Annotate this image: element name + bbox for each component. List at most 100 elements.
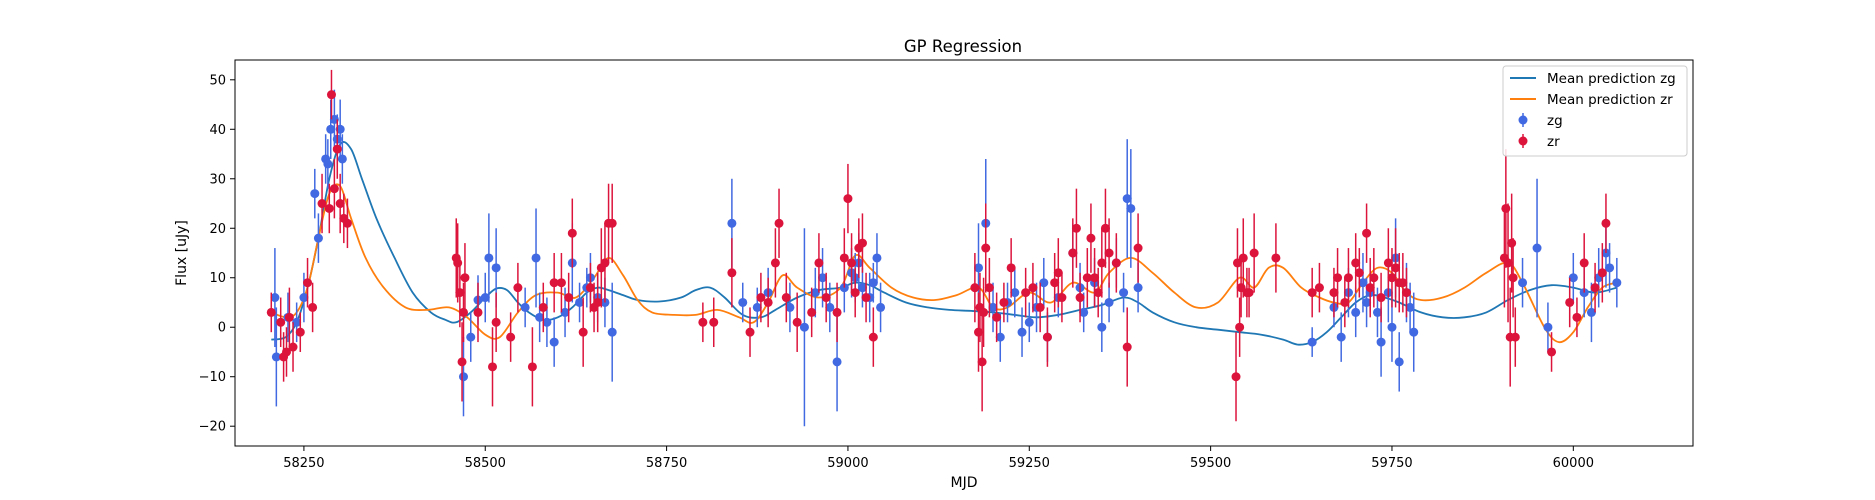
- data-point-zr: [1075, 293, 1085, 303]
- data-point-zr: [839, 253, 849, 263]
- x-tick-label: 59750: [1371, 456, 1412, 471]
- data-point-zr: [1111, 258, 1121, 268]
- data-point-zg: [542, 317, 552, 327]
- data-point-zr: [1369, 273, 1379, 283]
- data-point-zr: [770, 258, 780, 268]
- data-point-zr: [792, 317, 802, 327]
- data-point-zr: [457, 357, 467, 367]
- data-point-zr: [1547, 347, 1557, 357]
- data-point-zg: [727, 218, 737, 228]
- data-point-zg: [988, 302, 998, 312]
- data-point-zg: [1126, 203, 1136, 213]
- data-point-zg: [491, 263, 501, 273]
- data-point-zg: [1097, 322, 1107, 332]
- data-point-zg: [484, 253, 494, 263]
- data-point-zg: [832, 357, 842, 367]
- data-point-zr: [1042, 332, 1052, 342]
- data-point-zr: [455, 288, 465, 298]
- data-point-zg: [1387, 322, 1397, 332]
- data-point-zr: [332, 144, 342, 154]
- data-point-zr: [1597, 268, 1607, 278]
- data-point-zg: [1039, 278, 1049, 288]
- x-tick-label: 58750: [646, 456, 687, 471]
- data-point-zr: [1097, 258, 1107, 268]
- data-point-zr: [1354, 268, 1364, 278]
- data-point-zg: [995, 332, 1005, 342]
- x-tick-label: 60000: [1553, 456, 1594, 471]
- data-point-zr: [607, 218, 617, 228]
- data-point-zr: [266, 307, 276, 317]
- data-point-zg: [825, 302, 835, 312]
- data-point-zr: [1028, 283, 1038, 293]
- data-point-zg: [1543, 322, 1553, 332]
- data-point-zg: [292, 317, 302, 327]
- data-point-zr: [1271, 253, 1281, 263]
- data-point-zr: [850, 288, 860, 298]
- data-point-zr: [1391, 263, 1401, 273]
- data-point-zr: [1086, 233, 1096, 243]
- data-point-zr: [698, 317, 708, 327]
- data-point-zg: [738, 297, 748, 307]
- data-point-zr: [282, 347, 292, 357]
- data-point-zr: [1235, 322, 1245, 332]
- data-point-zr: [284, 312, 294, 322]
- data-point-zr: [342, 218, 352, 228]
- data-point-zr: [1050, 278, 1060, 288]
- data-point-zr: [1307, 288, 1317, 298]
- data-point-zr: [488, 362, 498, 372]
- data-point-zg: [974, 263, 984, 273]
- data-point-zr: [567, 228, 577, 238]
- data-point-zr: [1314, 283, 1324, 293]
- data-point-zg: [1405, 302, 1415, 312]
- data-point-zg: [876, 302, 886, 312]
- data-point-zr: [821, 293, 831, 303]
- plot-area: [234, 59, 1694, 447]
- data-point-zg: [868, 278, 878, 288]
- data-point-zr: [473, 307, 483, 317]
- data-point-zg: [520, 302, 530, 312]
- data-point-zr: [756, 293, 766, 303]
- data-point-zr: [593, 297, 603, 307]
- data-point-zr: [1507, 238, 1517, 248]
- data-point-zr: [868, 332, 878, 342]
- y-tick-label: 40: [209, 123, 226, 138]
- data-point-zr: [1231, 372, 1241, 382]
- data-point-zg: [535, 312, 545, 322]
- data-point-zg: [480, 293, 490, 303]
- data-point-zr: [992, 312, 1002, 322]
- data-point-zr: [288, 342, 298, 352]
- data-point-zg: [1605, 263, 1615, 273]
- data-point-zg: [549, 337, 559, 347]
- data-point-zg: [1376, 337, 1386, 347]
- data-point-zg: [1024, 317, 1034, 327]
- data-point-zr: [1387, 273, 1397, 283]
- data-point-zg: [1568, 273, 1578, 283]
- data-point-zr: [1501, 203, 1511, 213]
- y-tick-label: 20: [209, 222, 226, 237]
- data-point-zr: [745, 327, 755, 337]
- data-point-zr: [549, 278, 559, 288]
- data-point-zg: [1372, 307, 1382, 317]
- data-point-zg: [872, 253, 882, 263]
- y-tick-label: 10: [209, 271, 226, 286]
- data-point-zg: [313, 233, 323, 243]
- data-point-zr: [1082, 273, 1092, 283]
- data-point-zr: [317, 199, 327, 209]
- data-point-zr: [460, 273, 470, 283]
- data-point-zr: [276, 317, 286, 327]
- data-point-zr: [1365, 283, 1375, 293]
- data-point-zr: [832, 307, 842, 317]
- data-point-zr: [861, 293, 871, 303]
- data-point-zr: [458, 307, 468, 317]
- data-point-zg: [1362, 297, 1372, 307]
- data-point-zg: [607, 327, 617, 337]
- data-point-zr: [1104, 248, 1114, 258]
- data-point-zr: [1133, 243, 1143, 253]
- x-tick-label: 58250: [283, 456, 324, 471]
- data-point-zg: [1518, 278, 1528, 288]
- data-point-zr: [1006, 263, 1016, 273]
- data-point-zr: [1244, 288, 1254, 298]
- series-zr: [266, 69, 1611, 422]
- data-point-zr: [1068, 248, 1078, 258]
